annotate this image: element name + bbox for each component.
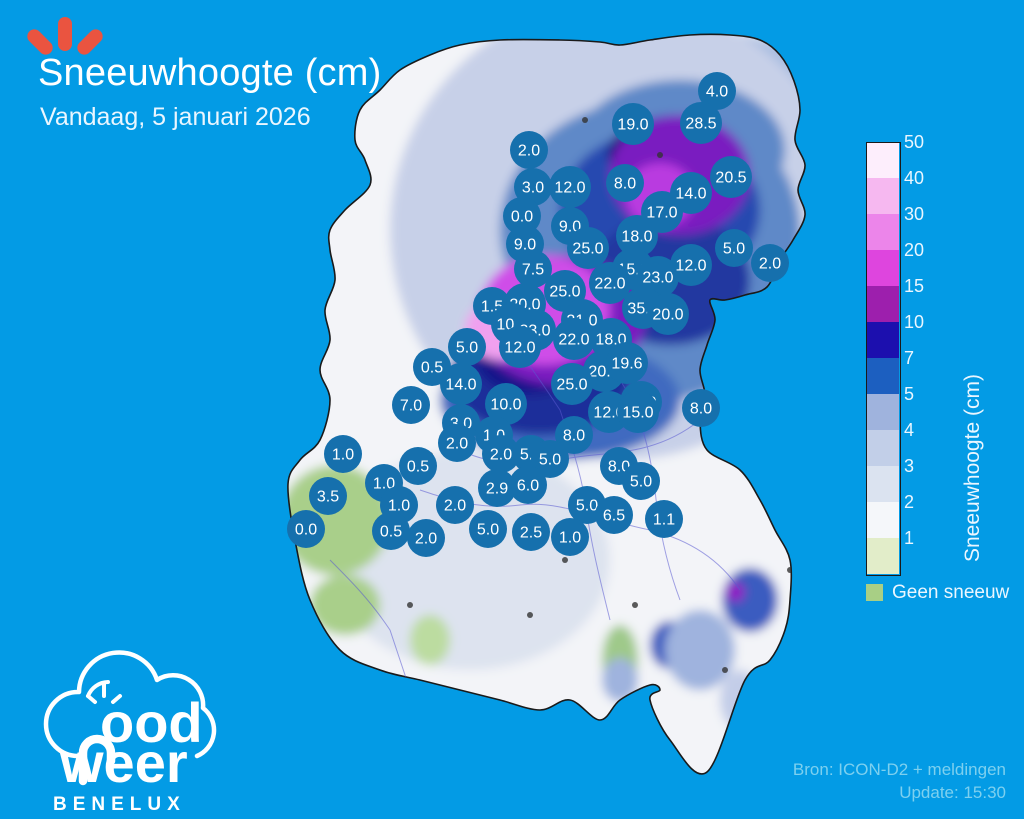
svg-text:20.0: 20.0	[652, 307, 683, 324]
svg-text:2.0: 2.0	[444, 498, 466, 515]
svg-text:23.0: 23.0	[642, 270, 673, 287]
svg-text:4.0: 4.0	[706, 84, 728, 101]
svg-text:1.0: 1.0	[388, 498, 410, 515]
svg-text:12.0: 12.0	[504, 340, 535, 357]
svg-text:0.0: 0.0	[295, 522, 317, 539]
svg-text:22.0: 22.0	[594, 276, 625, 293]
svg-text:0.5: 0.5	[421, 360, 443, 377]
svg-text:1.0: 1.0	[559, 530, 581, 547]
svg-text:5.0: 5.0	[539, 452, 561, 469]
svg-text:28.5: 28.5	[685, 116, 716, 133]
svg-text:0.0: 0.0	[511, 209, 533, 226]
svg-text:weer: weer	[59, 731, 188, 794]
svg-text:25.0: 25.0	[556, 377, 587, 394]
svg-text:12.0: 12.0	[554, 180, 585, 197]
svg-text:10.0: 10.0	[490, 397, 521, 414]
svg-text:25.0: 25.0	[549, 284, 580, 301]
svg-text:20.5: 20.5	[715, 170, 746, 187]
svg-text:8.0: 8.0	[690, 401, 712, 418]
svg-text:25.0: 25.0	[572, 241, 603, 258]
svg-text:2.9: 2.9	[486, 481, 508, 498]
svg-text:12.0: 12.0	[675, 258, 706, 275]
svg-text:14.0: 14.0	[445, 377, 476, 394]
svg-text:14.0: 14.0	[675, 186, 706, 203]
svg-text:2.0: 2.0	[518, 143, 540, 160]
svg-text:2.0: 2.0	[446, 436, 468, 453]
svg-text:BENELUX: BENELUX	[53, 794, 186, 815]
svg-text:6.5: 6.5	[603, 508, 625, 525]
svg-text:8.0: 8.0	[614, 176, 636, 193]
svg-text:0.5: 0.5	[407, 459, 429, 476]
svg-text:7.0: 7.0	[400, 398, 422, 415]
svg-text:5.0: 5.0	[723, 241, 745, 258]
svg-text:2.0: 2.0	[490, 447, 512, 464]
svg-text:17.0: 17.0	[646, 205, 677, 222]
svg-text:5.0: 5.0	[477, 522, 499, 539]
svg-text:22.0: 22.0	[558, 332, 589, 349]
svg-text:5.0: 5.0	[576, 498, 598, 515]
svg-text:15.0: 15.0	[622, 405, 653, 422]
svg-text:19.0: 19.0	[617, 117, 648, 134]
svg-text:3.5: 3.5	[317, 489, 339, 506]
svg-text:19.6: 19.6	[611, 356, 642, 373]
svg-text:6.0: 6.0	[517, 478, 539, 495]
svg-text:5.0: 5.0	[630, 474, 652, 491]
svg-text:7.5: 7.5	[522, 262, 544, 279]
svg-text:8.0: 8.0	[563, 428, 585, 445]
svg-text:2.5: 2.5	[520, 525, 542, 542]
svg-text:3.0: 3.0	[522, 180, 544, 197]
svg-text:1.1: 1.1	[653, 512, 675, 529]
svg-text:5.0: 5.0	[456, 340, 478, 357]
svg-text:0.5: 0.5	[380, 524, 402, 541]
svg-text:1.0: 1.0	[332, 447, 354, 464]
svg-text:18.0: 18.0	[621, 229, 652, 246]
svg-text:2.0: 2.0	[759, 256, 781, 273]
svg-text:2.0: 2.0	[415, 531, 437, 548]
